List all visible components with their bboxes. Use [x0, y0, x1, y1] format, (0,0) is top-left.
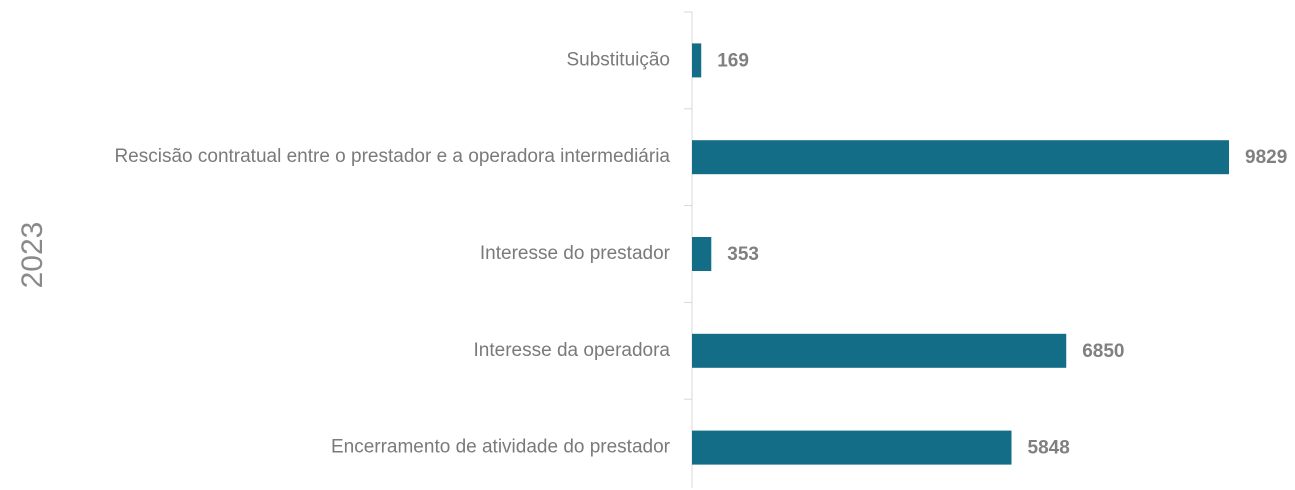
bar: [692, 140, 1229, 175]
category-label: Substituição: [566, 49, 670, 70]
bar: [692, 333, 1067, 368]
value-label: 9829: [1245, 147, 1287, 168]
value-label: 353: [727, 244, 759, 265]
bar: [692, 237, 712, 271]
category-label: Encerramento de atividade do prestador: [331, 437, 671, 458]
category-label: Rescisão contratual entre o prestador e …: [114, 146, 670, 167]
y-axis-label: 2023: [16, 222, 49, 289]
value-label: 6850: [1082, 341, 1124, 362]
category-label: Interesse da operadora: [474, 340, 671, 361]
category-label: Interesse do prestador: [480, 243, 671, 264]
bar: [692, 430, 1012, 465]
bar: [692, 43, 702, 78]
value-label: 169: [717, 50, 749, 71]
value-label: 5848: [1028, 438, 1070, 459]
